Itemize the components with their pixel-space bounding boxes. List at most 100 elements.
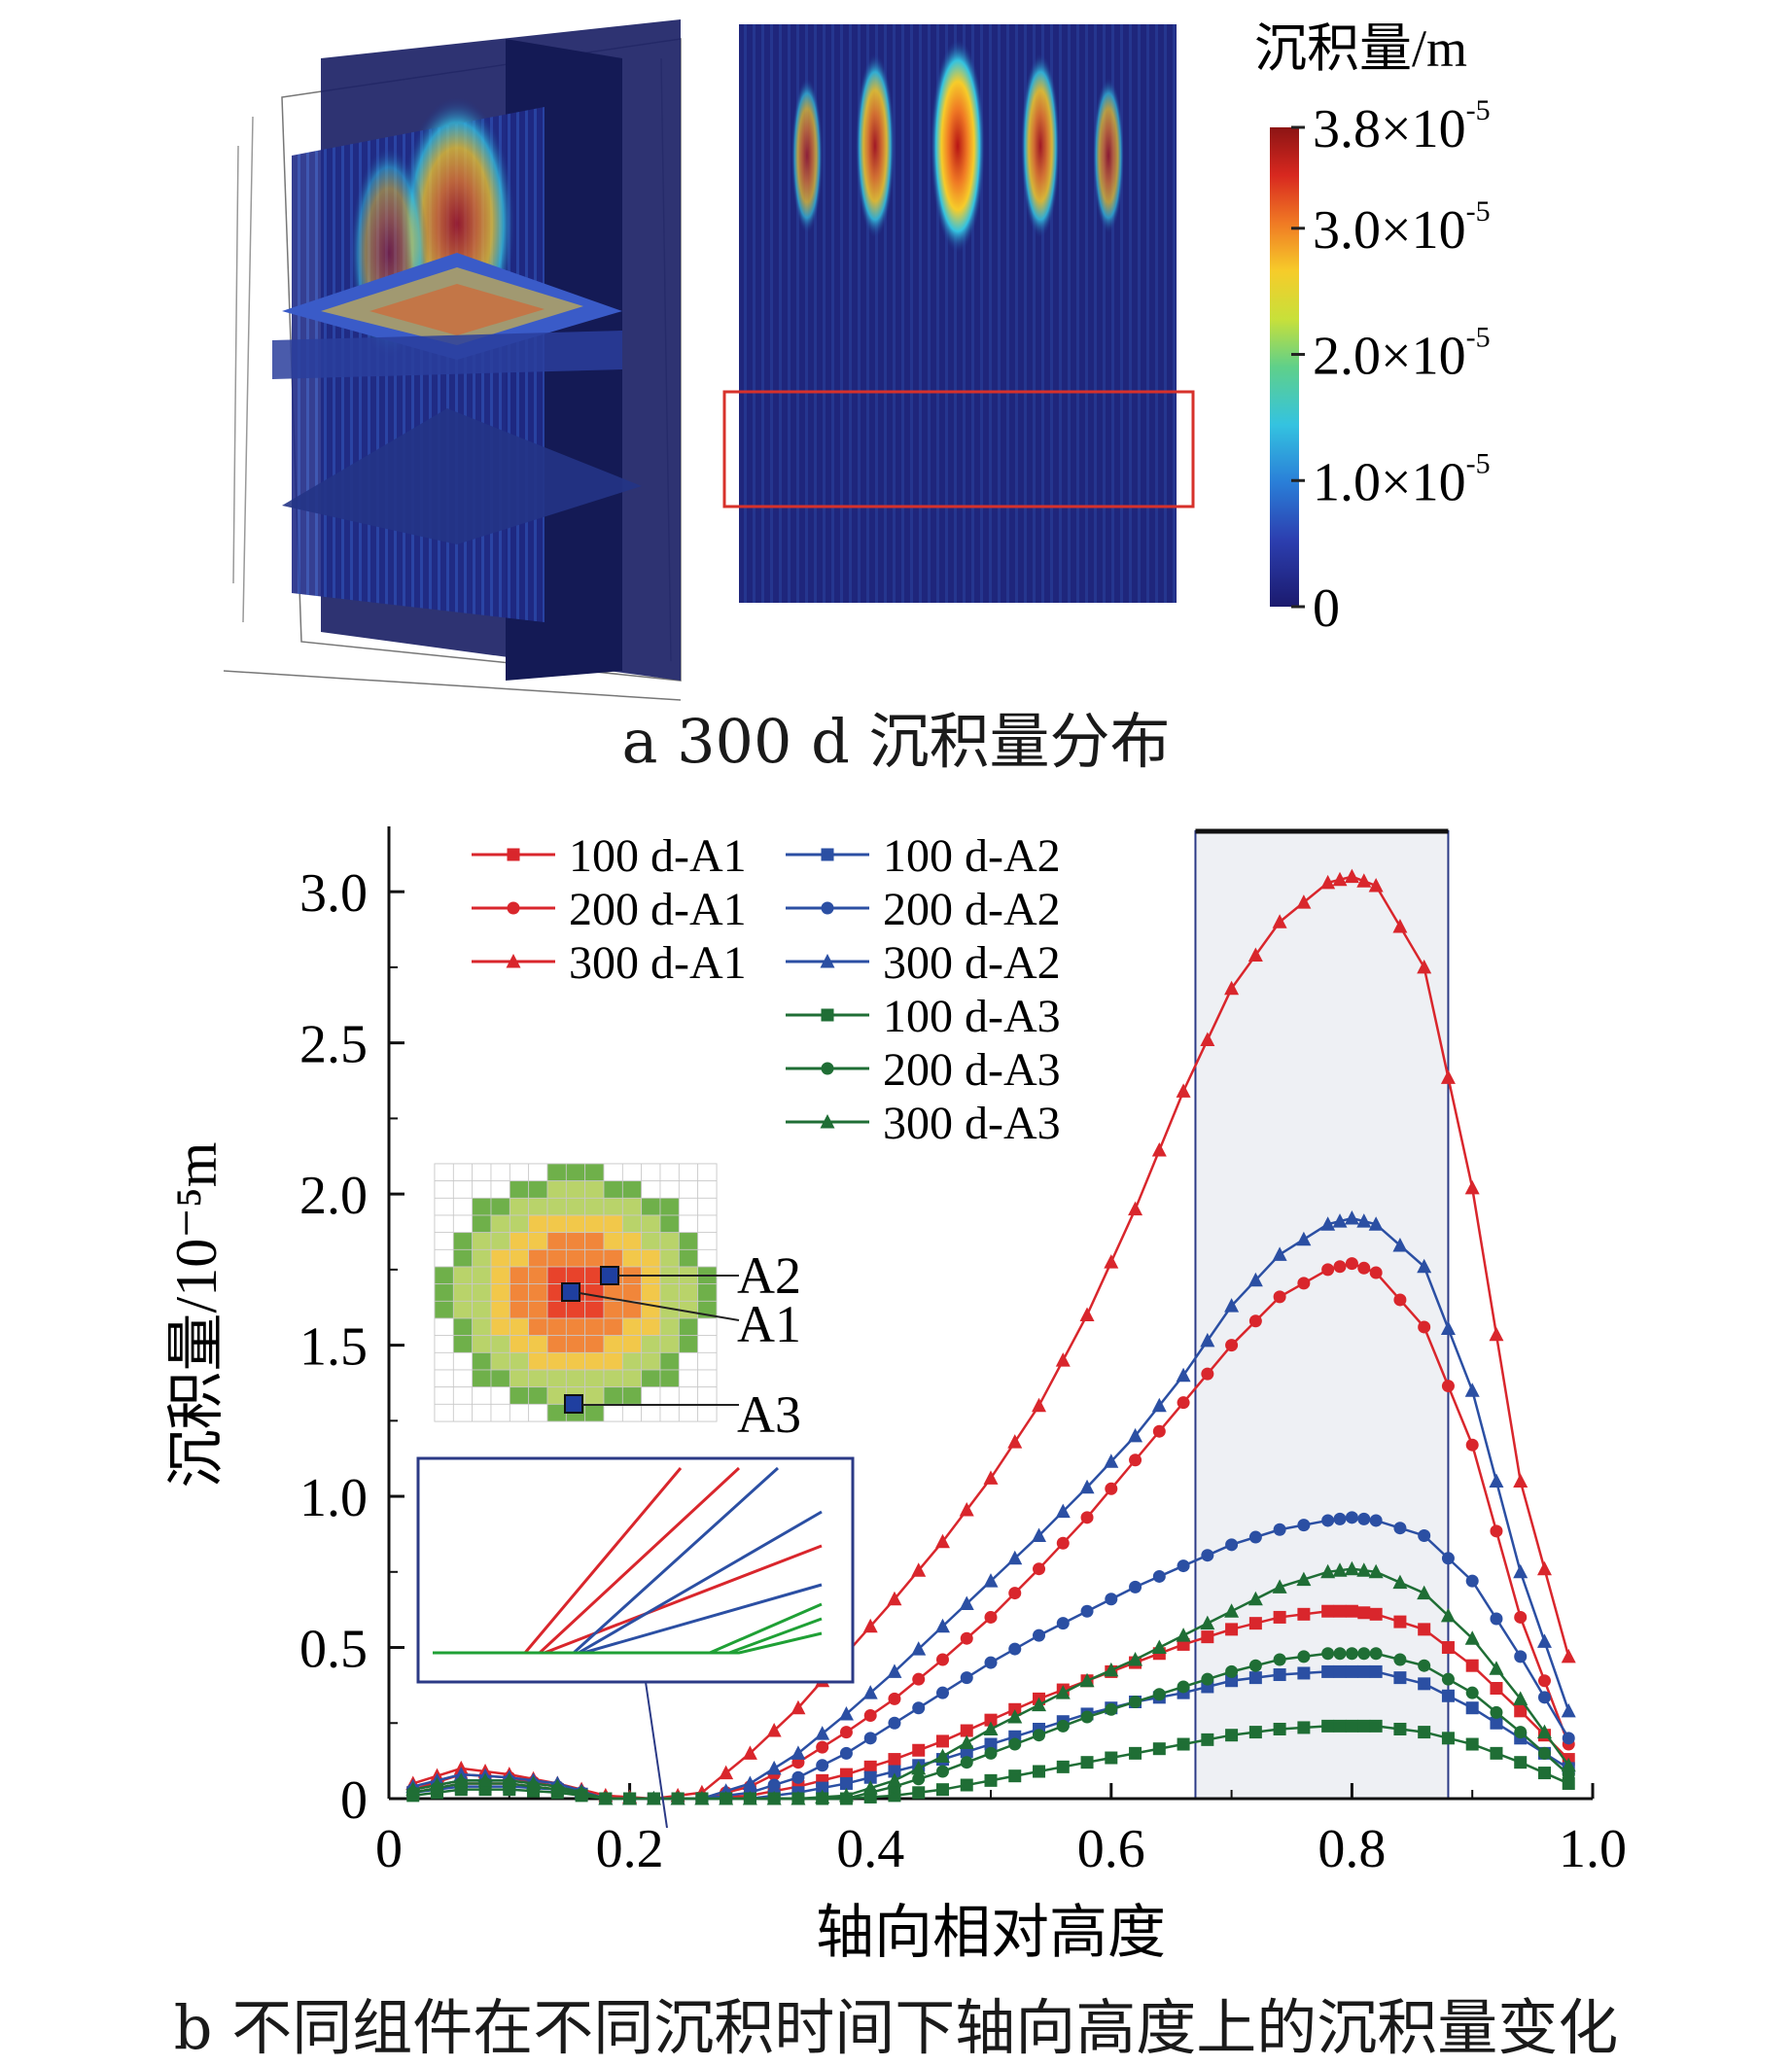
data-point bbox=[1033, 1729, 1046, 1742]
data-point bbox=[1490, 1612, 1503, 1626]
data-point bbox=[1333, 1512, 1347, 1525]
data-point bbox=[1128, 1651, 1143, 1666]
data-point bbox=[1514, 1704, 1528, 1718]
data-point bbox=[1151, 1639, 1167, 1655]
marker-A1 bbox=[561, 1282, 580, 1302]
data-point bbox=[791, 1745, 806, 1760]
data-point bbox=[1369, 1514, 1383, 1527]
data-point bbox=[1465, 1737, 1479, 1751]
legend-marker bbox=[507, 848, 520, 861]
panel-a: 沉积量/m 3.8×10-5 3.0×10-5 2.0×10-5 1.0×10-5 0 bbox=[0, 0, 1792, 778]
data-point bbox=[911, 1641, 927, 1656]
data-point bbox=[912, 1786, 926, 1800]
data-point bbox=[1464, 1179, 1480, 1195]
data-point bbox=[1056, 1536, 1070, 1550]
legend-item: 200 d-A3 bbox=[786, 1044, 1061, 1096]
data-point bbox=[912, 1701, 926, 1715]
data-point bbox=[1273, 1610, 1286, 1624]
data-point bbox=[1441, 1689, 1455, 1702]
data-point bbox=[766, 1791, 782, 1805]
data-point bbox=[1345, 1257, 1358, 1271]
data-point bbox=[1296, 894, 1312, 909]
x-axis-label: 轴向相对高度 bbox=[816, 1901, 1166, 1965]
data-point bbox=[862, 1618, 878, 1633]
data-point bbox=[1176, 1083, 1191, 1098]
data-point bbox=[1224, 1603, 1240, 1618]
data-point bbox=[1105, 1593, 1118, 1606]
data-point bbox=[766, 1760, 782, 1775]
legend-label: 100 d-A3 bbox=[883, 991, 1061, 1042]
data-point bbox=[1357, 1606, 1371, 1620]
data-point bbox=[742, 1791, 757, 1805]
data-point bbox=[1356, 1213, 1372, 1228]
data-point bbox=[959, 1595, 974, 1610]
data-point bbox=[1297, 1277, 1311, 1290]
data-point bbox=[1417, 1258, 1432, 1274]
data-point bbox=[1248, 1530, 1262, 1544]
data-point bbox=[1514, 1650, 1528, 1663]
data-point bbox=[791, 1770, 805, 1784]
data-point bbox=[816, 1781, 829, 1795]
data-point bbox=[959, 1734, 974, 1749]
marker-A3 bbox=[564, 1394, 583, 1414]
data-point bbox=[1369, 1664, 1383, 1678]
y-tick-label: 0 bbox=[340, 1770, 368, 1831]
colorbar-title: 沉积量/m bbox=[1254, 19, 1467, 78]
data-point bbox=[935, 1783, 949, 1797]
data-point bbox=[670, 1791, 685, 1805]
data-point bbox=[1272, 914, 1287, 928]
data-point bbox=[526, 1775, 542, 1790]
data-point bbox=[1562, 1776, 1575, 1790]
data-point bbox=[1441, 1672, 1455, 1686]
data-point bbox=[1032, 1397, 1047, 1413]
data-point bbox=[887, 1772, 902, 1787]
data-point bbox=[1129, 1580, 1142, 1593]
data-point bbox=[1248, 1314, 1262, 1328]
y-tick-label: 1.5 bbox=[299, 1317, 368, 1378]
data-point bbox=[1344, 868, 1359, 884]
data-point bbox=[1321, 1514, 1335, 1527]
data-point bbox=[960, 1671, 973, 1685]
data-point bbox=[1247, 1591, 1263, 1606]
caption-b: b 不同组件在不同沉积时间下轴向高度上的沉积量变化 bbox=[173, 1992, 1619, 2063]
data-point bbox=[1248, 1671, 1262, 1685]
marker-A2 bbox=[600, 1266, 619, 1285]
data-point bbox=[1369, 1266, 1383, 1279]
data-point bbox=[1225, 1729, 1239, 1742]
data-point bbox=[1176, 1628, 1191, 1642]
data-point bbox=[959, 1502, 974, 1517]
data-point bbox=[1441, 1380, 1455, 1393]
legend-marker bbox=[821, 1062, 834, 1075]
data-point bbox=[1177, 1396, 1190, 1410]
data-point bbox=[1273, 1653, 1286, 1666]
data-point bbox=[1152, 1424, 1166, 1438]
x-tick-label: 1.0 bbox=[1559, 1819, 1627, 1879]
data-point bbox=[960, 1631, 973, 1645]
data-point bbox=[1393, 1293, 1407, 1307]
data-point bbox=[1079, 1479, 1095, 1494]
data-point bbox=[1465, 1574, 1479, 1588]
data-point bbox=[574, 1784, 589, 1800]
data-point bbox=[1489, 1473, 1504, 1488]
data-point bbox=[1333, 1604, 1347, 1618]
data-point bbox=[1080, 1710, 1094, 1724]
data-point bbox=[1344, 1560, 1359, 1576]
core-cross-section bbox=[722, 24, 1195, 603]
legend-item: 300 d-A3 bbox=[786, 1098, 1061, 1149]
data-point bbox=[1513, 1563, 1528, 1579]
data-point bbox=[1105, 1702, 1118, 1716]
data-point bbox=[1393, 1671, 1407, 1685]
data-point bbox=[1056, 1760, 1070, 1773]
data-point bbox=[1489, 1326, 1504, 1342]
data-point bbox=[1490, 1705, 1503, 1719]
core-map-inset: A2 A1 A3 bbox=[434, 1163, 801, 1444]
data-point bbox=[1177, 1680, 1190, 1694]
legend-item: 100 d-A1 bbox=[472, 830, 747, 882]
data-point bbox=[1440, 1320, 1456, 1335]
data-point bbox=[1513, 1473, 1528, 1488]
colorbar-tick-label: 3.0×10-5 bbox=[1313, 195, 1491, 261]
legend-label: 200 d-A2 bbox=[883, 884, 1061, 935]
data-point bbox=[1008, 1737, 1022, 1751]
data-point bbox=[1104, 1453, 1119, 1468]
data-point bbox=[862, 1780, 878, 1795]
